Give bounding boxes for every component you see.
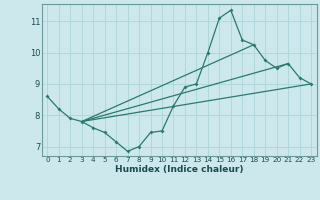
X-axis label: Humidex (Indice chaleur): Humidex (Indice chaleur) [115,165,244,174]
